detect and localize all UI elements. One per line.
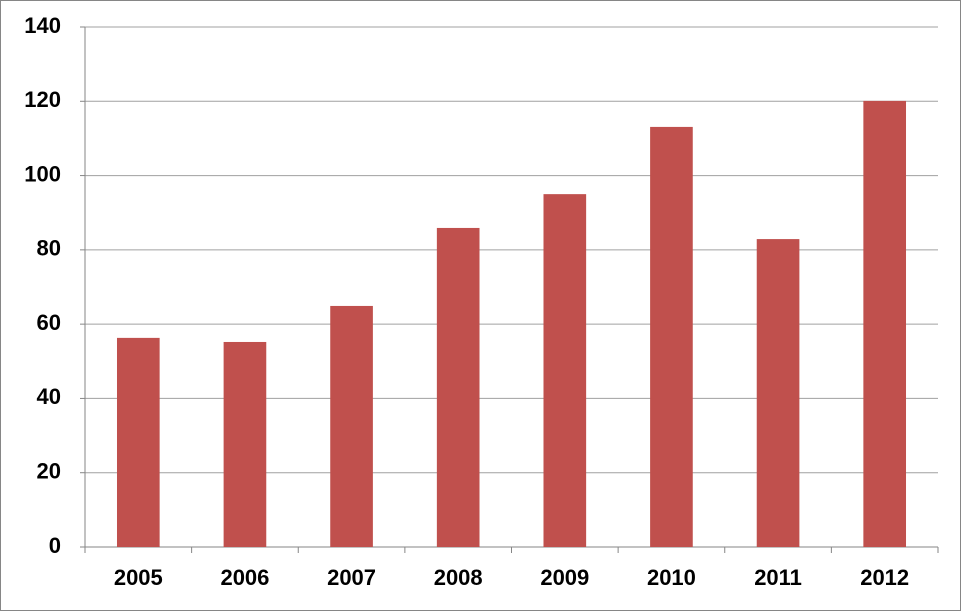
x-tick-label: 2007 xyxy=(327,565,376,590)
y-tick-label: 60 xyxy=(37,310,61,335)
x-tick-label: 2008 xyxy=(434,565,483,590)
bar xyxy=(330,305,373,547)
bar xyxy=(436,227,480,547)
y-tick-label: 140 xyxy=(24,13,61,38)
bar xyxy=(223,341,267,547)
bar xyxy=(543,194,587,547)
x-tick-label: 2009 xyxy=(540,565,589,590)
x-tick-label: 2006 xyxy=(220,565,269,590)
x-tick-label: 2010 xyxy=(647,565,696,590)
y-tick-label: 80 xyxy=(37,236,61,261)
bar xyxy=(756,239,800,548)
x-tick-label: 2005 xyxy=(114,565,163,590)
bar xyxy=(116,337,160,547)
y-tick-label: 40 xyxy=(37,384,61,409)
bar xyxy=(650,126,693,548)
x-tick-label: 2012 xyxy=(860,565,909,590)
x-tick-label: 2011 xyxy=(754,565,802,590)
y-tick-label: 100 xyxy=(24,161,61,186)
y-tick-label: 120 xyxy=(24,87,61,112)
y-tick-label: 0 xyxy=(49,533,61,558)
bar xyxy=(863,100,907,548)
y-tick-label: 20 xyxy=(37,459,61,484)
